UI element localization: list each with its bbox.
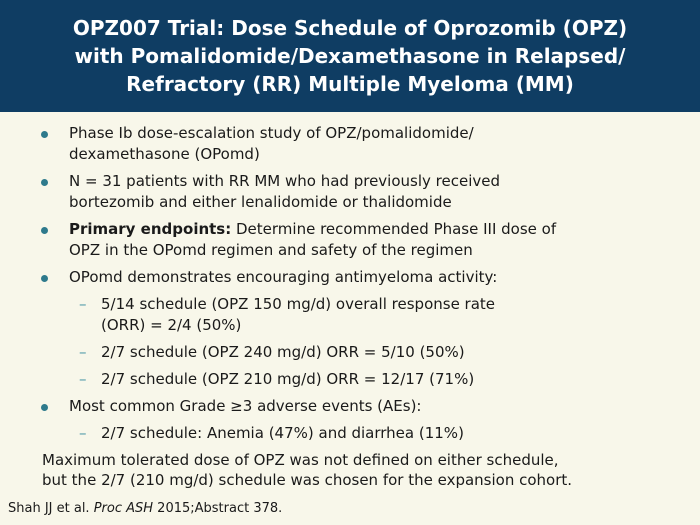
bullet-text-line: Primary endpoints: Determine recommended… bbox=[69, 219, 670, 240]
bullet-adverse-events: Most common Grade ≥3 adverse events (AEs… bbox=[40, 396, 670, 417]
citation-journal: Proc ASH bbox=[93, 501, 154, 516]
sub-bullet-text-line: 5/14 schedule (OPZ 150 mg/d) overall res… bbox=[101, 295, 496, 313]
sub-bullet-adverse-events: – 2/7 schedule: Anemia (47%) and diarrhe… bbox=[40, 423, 670, 444]
title-line: OPZ007 Trial: Dose Schedule of Oprozomib… bbox=[72, 16, 628, 40]
primary-endpoints-label: Primary endpoints: bbox=[69, 220, 232, 238]
bullet-dot-icon bbox=[41, 131, 48, 138]
dash-icon: – bbox=[79, 343, 87, 361]
bullet-text-line: Phase Ib dose-escalation study of OPZ/po… bbox=[69, 124, 474, 142]
bullet-list: Phase Ib dose-escalation study of OPZ/po… bbox=[40, 123, 670, 450]
bullet-text-line: bortezomib and either lenalidomide or th… bbox=[69, 193, 452, 211]
sub-bullet-2-7-210-schedule: – 2/7 schedule (OPZ 210 mg/d) ORR = 12/1… bbox=[40, 369, 670, 390]
conclusion-line: but the 2/7 (210 mg/d) schedule was chos… bbox=[42, 471, 573, 489]
bullet-text-line: OPZ in the OPomd regimen and safety of t… bbox=[69, 241, 473, 259]
conclusion-text: Maximum tolerated dose of OPZ was not de… bbox=[42, 450, 682, 490]
conclusion-line: Maximum tolerated dose of OPZ was not de… bbox=[42, 451, 559, 469]
bullet-text-line: OPomd demonstrates encouraging antimyelo… bbox=[69, 268, 498, 286]
sub-bullet-2-7-240-schedule: – 2/7 schedule (OPZ 240 mg/d) ORR = 5/10… bbox=[40, 342, 670, 363]
sub-bullet-text-line: 2/7 schedule (OPZ 210 mg/d) ORR = 12/17 … bbox=[101, 370, 475, 388]
bullet-primary-endpoints: Primary endpoints: Determine recommended… bbox=[40, 219, 670, 261]
bullet-study-design: Phase Ib dose-escalation study of OPZ/po… bbox=[40, 123, 670, 165]
sub-bullet-5-14-schedule: – 5/14 schedule (OPZ 150 mg/d) overall r… bbox=[40, 294, 670, 336]
citation-author: Shah JJ et al. bbox=[8, 501, 94, 516]
bullet-dot-icon bbox=[41, 227, 48, 234]
sub-bullet-text-line: (ORR) = 2/4 (50%) bbox=[101, 316, 242, 334]
bullet-dot-icon bbox=[41, 179, 48, 186]
dash-icon: – bbox=[79, 295, 87, 313]
title-banner: OPZ007 Trial: Dose Schedule of Oprozomib… bbox=[0, 0, 700, 112]
primary-endpoints-text: Determine recommended Phase III dose of bbox=[231, 220, 557, 238]
sub-bullet-text-line: 2/7 schedule (OPZ 240 mg/d) ORR = 5/10 (… bbox=[101, 343, 465, 361]
citation-details: 2015;Abstract 378. bbox=[153, 501, 283, 516]
bullet-text-line: Most common Grade ≥3 adverse events (AEs… bbox=[69, 397, 422, 415]
bullet-dot-icon bbox=[41, 404, 48, 411]
bullet-activity: OPomd demonstrates encouraging antimyelo… bbox=[40, 267, 670, 288]
citation: Shah JJ et al. Proc ASH 2015;Abstract 37… bbox=[8, 500, 282, 518]
sub-bullet-text-line: 2/7 schedule: Anemia (47%) and diarrhea … bbox=[101, 424, 464, 442]
slide-title: OPZ007 Trial: Dose Schedule of Oprozomib… bbox=[73, 14, 627, 98]
dash-icon: – bbox=[79, 424, 87, 442]
bullet-text-line: dexamethasone (OPomd) bbox=[69, 145, 260, 163]
bullet-text-line: N = 31 patients with RR MM who had previ… bbox=[69, 172, 500, 190]
title-line: Refractory (RR) Multiple Myeloma (MM) bbox=[126, 72, 574, 96]
bullet-patients: N = 31 patients with RR MM who had previ… bbox=[40, 171, 670, 213]
title-line: with Pomalidomide/Dexamethasone in Relap… bbox=[74, 44, 626, 68]
bullet-dot-icon bbox=[41, 275, 48, 282]
dash-icon: – bbox=[79, 370, 87, 388]
